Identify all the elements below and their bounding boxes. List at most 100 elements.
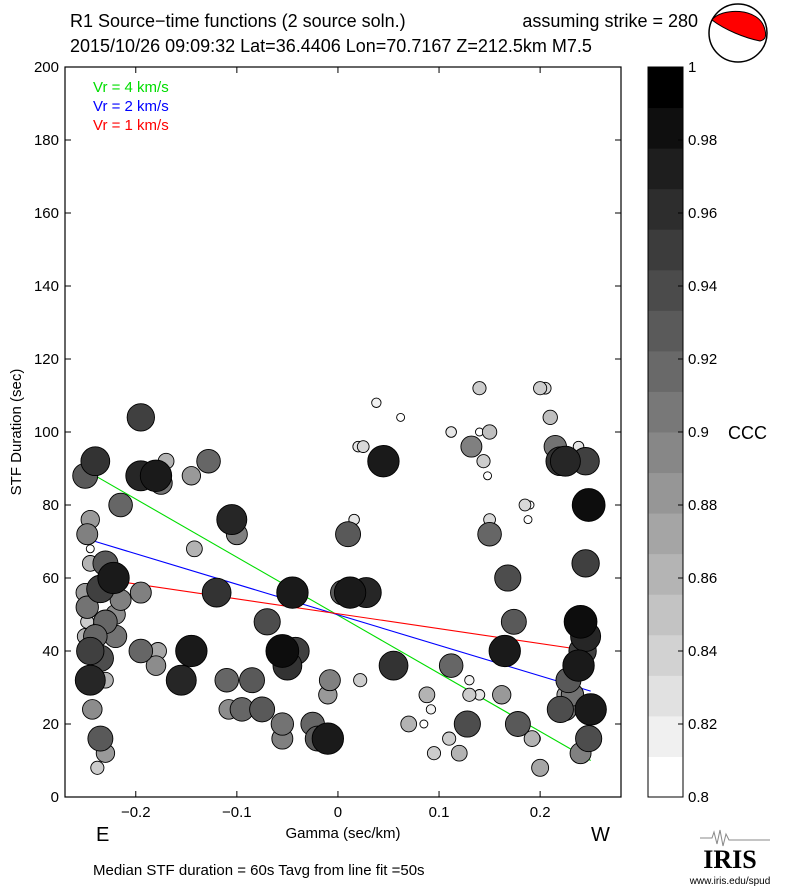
- colorbar-tick-label: 0.82: [688, 716, 717, 733]
- y-tick-label: 20: [42, 716, 59, 733]
- colorbar-segment: [648, 391, 683, 433]
- y-tick-label: 180: [34, 132, 59, 149]
- iris-logo: IRIS www.iris.edu/spud: [689, 829, 771, 887]
- data-point: [462, 687, 477, 702]
- focal-mechanism-beachball-icon: [708, 3, 768, 63]
- data-point: [249, 696, 276, 723]
- fit-line-0: [95, 475, 591, 761]
- data-point: [396, 412, 406, 422]
- data-point: [196, 448, 221, 474]
- data-point: [129, 581, 152, 604]
- colorbar-segment: [648, 756, 683, 798]
- x-tick-label: −0.2: [121, 804, 151, 821]
- colorbar-tick-label: 1: [688, 59, 696, 76]
- data-point: [214, 667, 239, 693]
- data-point: [442, 731, 457, 746]
- data-point: [239, 667, 265, 694]
- data-point: [481, 424, 498, 440]
- data-point: [575, 725, 603, 753]
- data-point: [216, 504, 248, 536]
- data-point: [378, 650, 409, 681]
- data-point: [477, 521, 502, 547]
- colorbar-tick-label: 0.94: [688, 278, 717, 295]
- data-point: [318, 669, 341, 692]
- y-tick-label: 160: [34, 205, 59, 222]
- data-point: [311, 722, 344, 755]
- y-tick-label: 100: [34, 424, 59, 441]
- data-point: [181, 466, 202, 486]
- data-point: [476, 454, 491, 469]
- y-tick-label: 200: [34, 59, 59, 76]
- x-axis-label: Gamma (sec/km): [285, 825, 400, 842]
- x-tick-label: 0.1: [429, 804, 450, 821]
- data-point: [533, 381, 548, 396]
- data-point: [165, 664, 197, 696]
- colorbar-tick-label: 0.8: [688, 789, 709, 806]
- data-point: [574, 693, 607, 726]
- colorbar-tick-label: 0.86: [688, 570, 717, 587]
- colorbar-segment: [648, 310, 683, 352]
- y-tick-label: 0: [51, 789, 59, 806]
- data-point: [265, 634, 300, 668]
- colorbar-segment: [648, 634, 683, 676]
- colorbar: 0.8 0.82 0.84 0.86 0.88 0.9 0.92 0.94 0.96 0.98 1: [647, 59, 717, 806]
- data-point: [270, 712, 294, 736]
- data-point: [419, 719, 429, 729]
- data-point: [425, 704, 437, 715]
- data-point: [518, 498, 532, 512]
- data-point: [460, 435, 483, 458]
- direction-east: E: [96, 824, 109, 846]
- data-point: [335, 521, 362, 548]
- data-point: [549, 445, 581, 477]
- data-point: [82, 699, 103, 720]
- plot-area: [64, 66, 622, 798]
- colorbar-segment: [648, 553, 683, 595]
- colorbar-segment: [648, 513, 683, 555]
- axes: 0 20 40 60 80 100 120 140 160 180 200 −0.2 −0.1 0 0.1 0…: [34, 59, 621, 821]
- colorbar-segment: [648, 472, 683, 514]
- data-point: [483, 471, 493, 481]
- x-tick-label: 0: [334, 804, 342, 821]
- data-point: [90, 760, 105, 775]
- data-point: [571, 549, 600, 578]
- data-point: [371, 397, 382, 408]
- data-point: [426, 746, 442, 761]
- data-point: [75, 595, 99, 619]
- y-axis-label: STF Duration (sec): [8, 369, 25, 496]
- data-point: [128, 638, 154, 664]
- data-point: [523, 515, 533, 525]
- colorbar-tick-label: 0.92: [688, 351, 717, 368]
- data-point: [353, 673, 368, 688]
- colorbar-tick-label: 0.98: [688, 132, 717, 149]
- iris-logo-url: www.iris.edu/spud: [689, 876, 771, 887]
- data-point: [145, 655, 167, 676]
- y-tick-label: 140: [34, 278, 59, 295]
- data-point: [87, 725, 114, 752]
- data-point: [356, 440, 370, 453]
- colorbar-tick-label: 0.9: [688, 424, 709, 441]
- data-point: [445, 426, 457, 438]
- colorbar-tick-label: 0.96: [688, 205, 717, 222]
- data-point: [276, 576, 309, 609]
- data-point: [546, 695, 574, 723]
- colorbar-tick-label: 0.88: [688, 497, 717, 514]
- data-point: [494, 564, 522, 592]
- data-point: [186, 540, 203, 558]
- data-point: [453, 710, 481, 738]
- colorbar-segment: [648, 188, 683, 230]
- data-point: [201, 577, 232, 608]
- colorbar-segment: [648, 67, 683, 109]
- data-points: [72, 381, 607, 777]
- data-point: [492, 685, 512, 705]
- data-point: [438, 653, 464, 678]
- colorbar-segment: [648, 432, 683, 474]
- y-tick-label: 80: [42, 497, 59, 514]
- colorbar-segment: [648, 148, 683, 190]
- data-point: [175, 634, 208, 668]
- data-point: [139, 459, 173, 492]
- data-point: [472, 381, 487, 396]
- data-point: [253, 608, 281, 636]
- data-point: [531, 758, 550, 777]
